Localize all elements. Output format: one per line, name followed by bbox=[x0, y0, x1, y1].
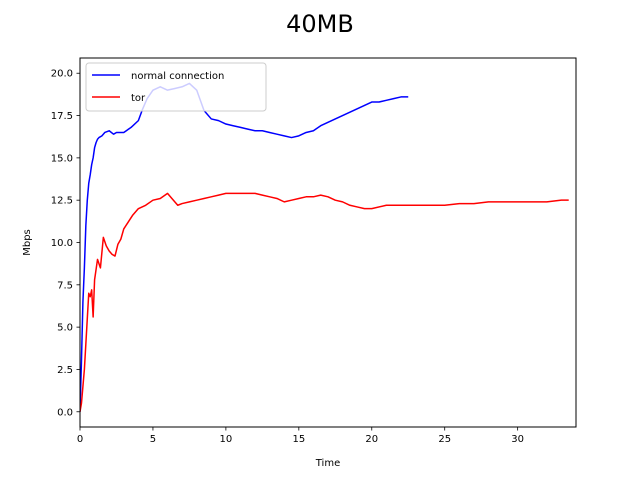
x-tick-label: 25 bbox=[438, 434, 451, 445]
y-tick-label: 0.0 bbox=[57, 407, 73, 418]
plot-area bbox=[80, 82, 569, 412]
y-tick-label: 7.5 bbox=[57, 280, 73, 291]
y-tick-label: 20.0 bbox=[51, 69, 73, 80]
x-tick-label: 0 bbox=[77, 434, 83, 445]
series-line-2 bbox=[80, 192, 569, 412]
chart-title: 40MB bbox=[286, 10, 354, 38]
x-tick-label: 5 bbox=[150, 434, 156, 445]
legend-label-1: normal connection bbox=[131, 71, 224, 82]
x-tick-label: 15 bbox=[292, 434, 305, 445]
axis-ticks: 0 5 10 15 20 25 30 0.0 2.5 5.0 7.5 10.0 12.5 15.0 17.5… bbox=[51, 69, 524, 445]
y-tick-label: 5.0 bbox=[57, 323, 73, 334]
x-tick-label: 30 bbox=[511, 434, 524, 445]
y-tick-label: 12.5 bbox=[51, 196, 73, 207]
legend: normal connection tor bbox=[85, 62, 267, 112]
legend-label-2: tor bbox=[131, 93, 146, 104]
y-tick-label: 15.0 bbox=[51, 153, 73, 164]
x-axis-title: Time bbox=[315, 458, 340, 469]
plot-frame bbox=[79, 57, 577, 428]
y-axis-title: Mbps bbox=[22, 229, 33, 256]
x-tick-label: 20 bbox=[365, 434, 378, 445]
y-tick-label: 10.0 bbox=[51, 238, 73, 249]
y-tick-label: 2.5 bbox=[57, 365, 73, 376]
y-tick-label: 17.5 bbox=[51, 111, 73, 122]
legend-box bbox=[85, 62, 267, 112]
series-line-1 bbox=[80, 82, 409, 412]
x-tick-label: 10 bbox=[220, 434, 233, 445]
